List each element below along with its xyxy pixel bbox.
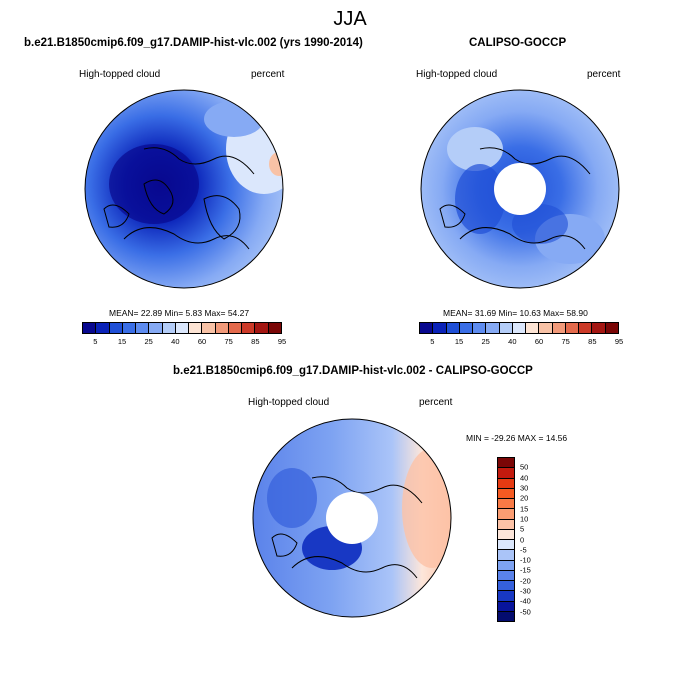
colorbar-tick-label: -50 xyxy=(520,607,531,617)
colorbar-box xyxy=(498,550,514,561)
colorbar-box xyxy=(215,323,229,333)
colorbar-box xyxy=(136,323,150,333)
colorbar-box xyxy=(446,323,460,333)
colorbar-box xyxy=(498,519,514,530)
colorbar-tick-label: 25 xyxy=(481,337,490,346)
diff-variable-label: High-topped cloud xyxy=(248,397,330,408)
colorbar-box xyxy=(499,323,513,333)
colorbar-tick-label: -40 xyxy=(520,596,531,606)
colorbar-box xyxy=(459,323,474,333)
obs-colorbar-ticks: 5 15 25 40 60 75 85 95 xyxy=(419,337,623,347)
colorbar-box xyxy=(498,488,514,499)
diff-stats: MIN = -29.26 MAX = 14.56 xyxy=(466,433,568,443)
colorbar-box xyxy=(526,323,540,333)
colorbar-tick-label: 15 xyxy=(520,504,529,514)
colorbar-tick-label: 40 xyxy=(171,337,180,346)
colorbar-box xyxy=(162,323,176,333)
colorbar-box xyxy=(255,323,269,333)
colorbar-box xyxy=(109,323,123,333)
obs-polar-map xyxy=(420,89,620,289)
obs-colorbar xyxy=(419,322,619,334)
colorbar-tick-label: 5 xyxy=(520,524,525,534)
colorbar-box xyxy=(149,323,163,333)
colorbar-box xyxy=(552,323,566,333)
obs-stats: MEAN= 31.69 Min= 10.63 Max= 58.90 xyxy=(443,308,588,318)
colorbar-box xyxy=(433,323,447,333)
colorbar-box xyxy=(498,468,514,479)
obs-variable-label: High-topped cloud xyxy=(416,69,498,80)
colorbar-tick-label: 40 xyxy=(520,473,529,483)
obs-units-label: percent xyxy=(587,69,621,80)
colorbar-box xyxy=(498,540,514,551)
colorbar-box xyxy=(202,323,216,333)
model-stats: MEAN= 22.89 Min= 5.83 Max= 54.27 xyxy=(109,308,250,318)
colorbar-box xyxy=(498,509,514,520)
colorbar-box xyxy=(189,323,203,333)
colorbar-box xyxy=(420,323,434,333)
diff-panel-title: b.e21.B1850cmip6.f09_g17.DAMIP-hist-vlc.… xyxy=(173,365,533,377)
colorbar-tick-label: -20 xyxy=(520,576,531,586)
colorbar-box xyxy=(122,323,137,333)
colorbar-tick-label: -15 xyxy=(520,565,531,575)
colorbar-tick-label: 95 xyxy=(277,337,287,346)
diff-units-label: percent xyxy=(419,397,453,408)
colorbar-tick-label: 85 xyxy=(251,337,260,346)
model-units-label: percent xyxy=(251,69,285,80)
colorbar-tick-label: 10 xyxy=(520,514,529,524)
colorbar-tick-label: 75 xyxy=(561,337,570,346)
model-variable-label: High-topped cloud xyxy=(79,69,161,80)
colorbar-box xyxy=(498,601,514,612)
colorbar-tick-label: 60 xyxy=(534,337,544,346)
colorbar-tick-label: 5 xyxy=(93,337,98,346)
obs-panel-title: CALIPSO-GOCCP xyxy=(469,37,567,49)
colorbar-tick-label: 85 xyxy=(588,337,597,346)
colorbar-tick-label: 30 xyxy=(520,483,529,493)
colorbar-tick-label: 0 xyxy=(520,535,525,544)
colorbar-box xyxy=(498,611,514,621)
colorbar-tick-label: 75 xyxy=(224,337,233,346)
colorbar-box xyxy=(565,323,580,333)
colorbar-box xyxy=(242,323,256,333)
colorbar-box xyxy=(175,323,190,333)
diff-colorbar xyxy=(497,457,515,622)
colorbar-tick-label: 40 xyxy=(508,337,517,346)
colorbar-box xyxy=(96,323,110,333)
colorbar-box xyxy=(268,323,281,333)
colorbar-tick-label: 15 xyxy=(117,337,127,346)
model-colorbar xyxy=(82,322,282,334)
colorbar-box xyxy=(592,323,606,333)
colorbar-tick-label: 5 xyxy=(430,337,435,346)
colorbar-tick-label: 50 xyxy=(520,462,529,472)
colorbar-box xyxy=(605,323,618,333)
colorbar-box xyxy=(498,499,514,510)
colorbar-box xyxy=(498,458,514,469)
model-panel-title: b.e21.B1850cmip6.f09_g17.DAMIP-hist-vlc.… xyxy=(24,37,363,49)
colorbar-tick-label: -30 xyxy=(520,586,531,596)
colorbar-box xyxy=(228,323,243,333)
colorbar-tick-label: 95 xyxy=(614,337,624,346)
colorbar-tick-label: 25 xyxy=(144,337,153,346)
colorbar-tick-label: 20 xyxy=(520,493,529,503)
colorbar-tick-label: -5 xyxy=(520,545,527,555)
colorbar-tick-label: -10 xyxy=(520,555,531,565)
colorbar-tick-label: 60 xyxy=(197,337,207,346)
model-polar-map xyxy=(84,89,284,289)
colorbar-box xyxy=(498,581,514,592)
figure-title: JJA xyxy=(333,8,367,30)
colorbar-box xyxy=(83,323,97,333)
colorbar-box xyxy=(498,570,514,581)
colorbar-box xyxy=(498,560,514,571)
colorbar-box xyxy=(512,323,527,333)
colorbar-box xyxy=(498,529,514,540)
model-colorbar-ticks: 5 15 25 40 60 75 85 95 xyxy=(82,337,286,347)
colorbar-tick-label: 15 xyxy=(454,337,464,346)
diff-polar-map xyxy=(252,418,452,618)
colorbar-box xyxy=(498,591,514,602)
colorbar-box xyxy=(473,323,487,333)
colorbar-box xyxy=(498,478,514,489)
diff-colorbar-ticks: 50 40 30 20 15 10 5 0 -5 -10 -15 -20 -30 -40 -50 xyxy=(520,457,550,622)
colorbar-box xyxy=(539,323,553,333)
colorbar-box xyxy=(579,323,593,333)
colorbar-box xyxy=(486,323,500,333)
